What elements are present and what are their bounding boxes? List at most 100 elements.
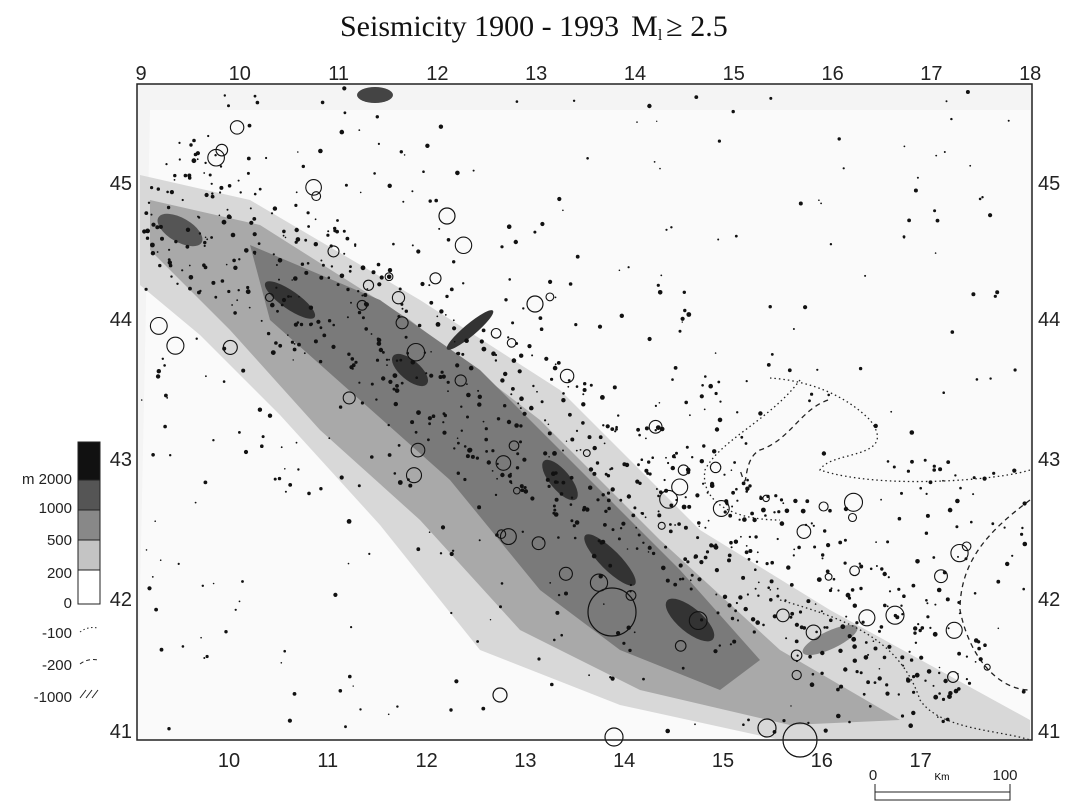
epicentre [561, 480, 566, 485]
epicentre [489, 619, 492, 621]
epicentre [636, 427, 640, 432]
epicentre [357, 290, 360, 293]
epicentre [604, 472, 608, 476]
epicentre [611, 528, 615, 532]
epicentre [731, 109, 735, 114]
epicentre [727, 603, 732, 608]
epicentre [958, 612, 961, 615]
epicentre [166, 190, 169, 194]
epicentre [941, 697, 946, 702]
epicentre [714, 568, 720, 573]
epicentre [601, 493, 605, 497]
epicentre [150, 242, 155, 248]
epicentre-large [858, 609, 876, 627]
epicentre [882, 571, 887, 577]
relief-peak [584, 534, 636, 586]
epicentre [429, 373, 434, 378]
epicentre [304, 238, 308, 242]
epicentre [553, 638, 556, 642]
epicentre [300, 262, 305, 266]
epicentre [510, 482, 513, 485]
epicentre [679, 577, 682, 581]
epicentre [357, 484, 361, 488]
epicentre [713, 544, 719, 550]
epicentre-large [674, 640, 687, 652]
epicentre [1005, 561, 1010, 567]
top-tick-label: 16 [821, 63, 843, 85]
epicentre [808, 654, 812, 659]
epicentre [530, 496, 535, 501]
legend-level: 500 [47, 532, 72, 549]
epicentre [637, 463, 640, 467]
epicentre [1022, 587, 1025, 591]
epicentre [864, 641, 868, 644]
epicentre [218, 214, 221, 217]
epicentre [897, 693, 900, 696]
epicentre [267, 413, 273, 418]
epicentre [919, 486, 922, 490]
epicentre [800, 508, 806, 514]
epicentre [477, 402, 482, 407]
epicentre [547, 484, 551, 488]
epicentre [734, 234, 738, 238]
epicentre [938, 692, 941, 695]
epicentre [284, 468, 286, 470]
epicentre [486, 460, 491, 465]
epicentre [266, 331, 271, 336]
epicentre [375, 398, 378, 401]
epicentre [147, 586, 152, 591]
epicentre [506, 419, 512, 425]
axis-labels: 9 10 11 12 13 14 15 16 17 18 10 11 12 13 14 15 16 17 45 44 4… [110, 63, 1061, 772]
epicentre [965, 655, 969, 658]
epicentre [449, 708, 453, 712]
epicentre [647, 460, 651, 464]
epicentre [914, 672, 920, 678]
epicentre [736, 499, 739, 502]
epicentre [203, 240, 207, 245]
epicentre [376, 337, 382, 343]
epicentre [937, 716, 939, 718]
epicentre [916, 176, 919, 179]
epicentre-large [362, 279, 375, 291]
epicentre [386, 364, 388, 366]
epicentre [836, 713, 841, 719]
epicentre [973, 592, 977, 595]
epicentre [686, 312, 692, 317]
epicentre [825, 626, 829, 629]
epicentre [757, 594, 760, 597]
epicentre [957, 651, 961, 656]
epicentre [237, 289, 240, 292]
left-tick-label: 41 [110, 721, 132, 743]
epicentre [167, 727, 171, 731]
epicentre [427, 438, 430, 442]
epicentre [478, 539, 481, 542]
epicentre [447, 390, 449, 393]
epicentre [709, 543, 714, 548]
epicentre [491, 470, 494, 472]
epicentre [500, 245, 504, 249]
epicentre [637, 533, 641, 537]
epicentre [520, 488, 525, 493]
epicentre [370, 455, 374, 459]
bottom-tick-label: 17 [909, 750, 931, 772]
epicentre [287, 295, 290, 298]
epicentre [277, 258, 283, 263]
epicentre [912, 675, 916, 679]
epicentre [540, 221, 545, 227]
epicentre [338, 689, 343, 693]
epicentre-large [526, 295, 544, 313]
epicentre [615, 425, 618, 429]
epicentre [755, 560, 759, 563]
epicentre [883, 603, 887, 608]
epicentre-large [983, 663, 991, 671]
epicentre [816, 577, 822, 582]
epicentre [439, 552, 443, 555]
epicentre [729, 540, 733, 545]
epicentre [879, 625, 884, 629]
epicentre [222, 380, 226, 383]
epicentre [560, 633, 563, 637]
epicentre [290, 295, 292, 298]
epicentre [343, 252, 346, 255]
epicentre [597, 539, 601, 543]
epicentre [714, 427, 720, 432]
